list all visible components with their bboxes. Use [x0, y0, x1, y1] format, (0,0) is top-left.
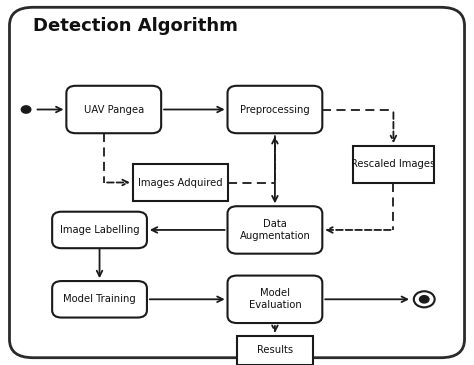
Circle shape — [419, 296, 429, 303]
Text: UAV Pangea: UAV Pangea — [83, 104, 144, 115]
Bar — [353, 146, 434, 182]
FancyBboxPatch shape — [66, 86, 161, 133]
Text: Detection Algorithm: Detection Algorithm — [33, 16, 238, 35]
Circle shape — [21, 106, 31, 113]
Text: Data
Augmentation: Data Augmentation — [239, 219, 310, 241]
Bar — [237, 336, 313, 365]
Text: Model
Evaluation: Model Evaluation — [248, 288, 301, 310]
FancyBboxPatch shape — [228, 86, 322, 133]
FancyBboxPatch shape — [228, 276, 322, 323]
Text: Image Labelling: Image Labelling — [60, 225, 139, 235]
Text: Model Training: Model Training — [63, 294, 136, 304]
FancyBboxPatch shape — [228, 206, 322, 254]
Text: Results: Results — [257, 345, 293, 356]
Bar — [133, 164, 228, 201]
FancyBboxPatch shape — [9, 7, 465, 358]
Text: Preprocessing: Preprocessing — [240, 104, 310, 115]
Text: Images Adquired: Images Adquired — [138, 177, 222, 188]
Text: Rescaled Images: Rescaled Images — [351, 159, 436, 169]
FancyBboxPatch shape — [52, 281, 147, 318]
FancyBboxPatch shape — [52, 212, 147, 248]
